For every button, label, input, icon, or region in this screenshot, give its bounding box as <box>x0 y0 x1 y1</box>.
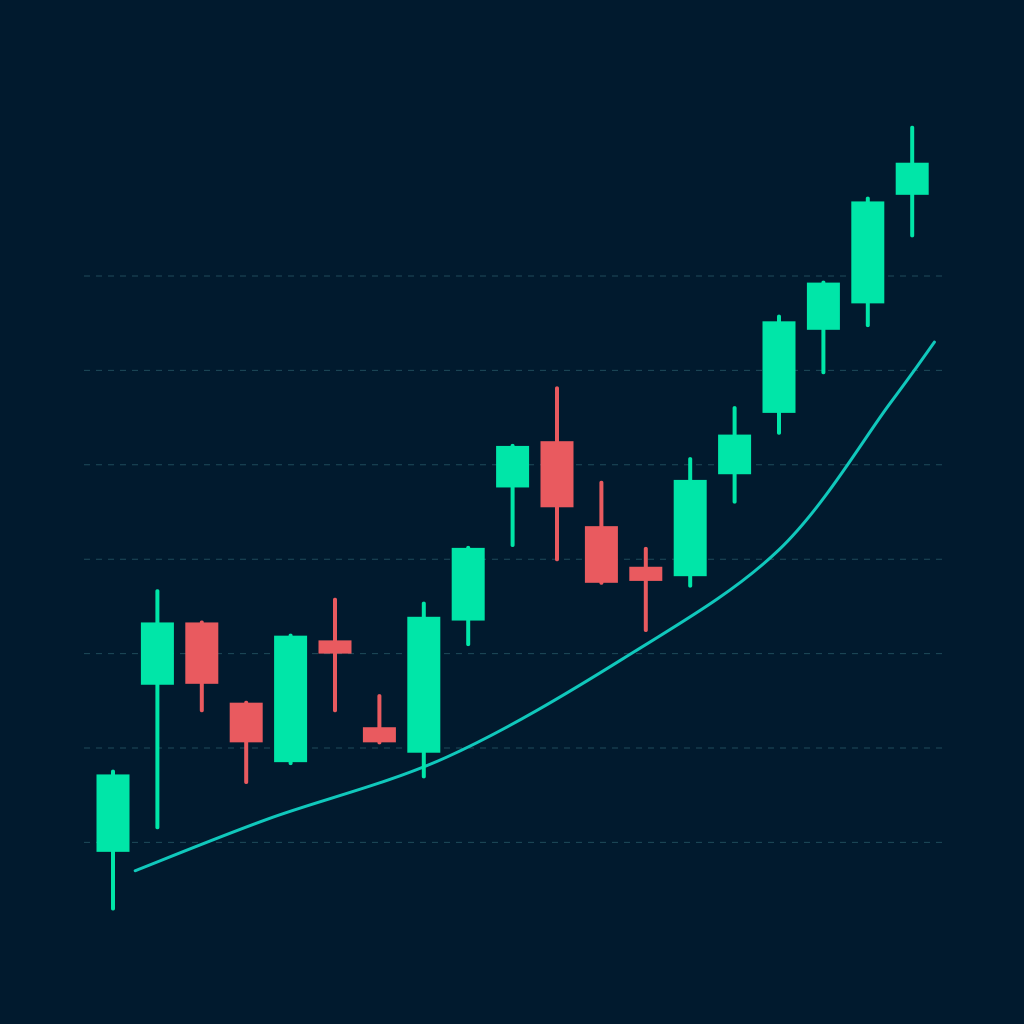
candle-body <box>807 283 840 330</box>
candle-8 <box>407 604 440 777</box>
candle-body <box>718 435 751 475</box>
candle-body <box>185 622 218 683</box>
candle-body <box>363 727 396 742</box>
candle-body <box>496 446 529 488</box>
candle-body <box>851 201 884 303</box>
candle-body <box>97 774 130 851</box>
candle-body <box>274 636 307 762</box>
candle-body <box>541 441 574 507</box>
candle-body <box>452 548 485 621</box>
candle-body <box>763 321 796 413</box>
candle-body <box>674 480 707 576</box>
candle-body <box>407 617 440 753</box>
candle-body <box>585 526 618 583</box>
candle-body <box>230 703 263 743</box>
candle-body <box>896 163 929 195</box>
candle-body <box>319 640 352 653</box>
candle-body <box>141 622 174 684</box>
candle-body <box>629 567 662 581</box>
candle-5 <box>274 636 307 763</box>
